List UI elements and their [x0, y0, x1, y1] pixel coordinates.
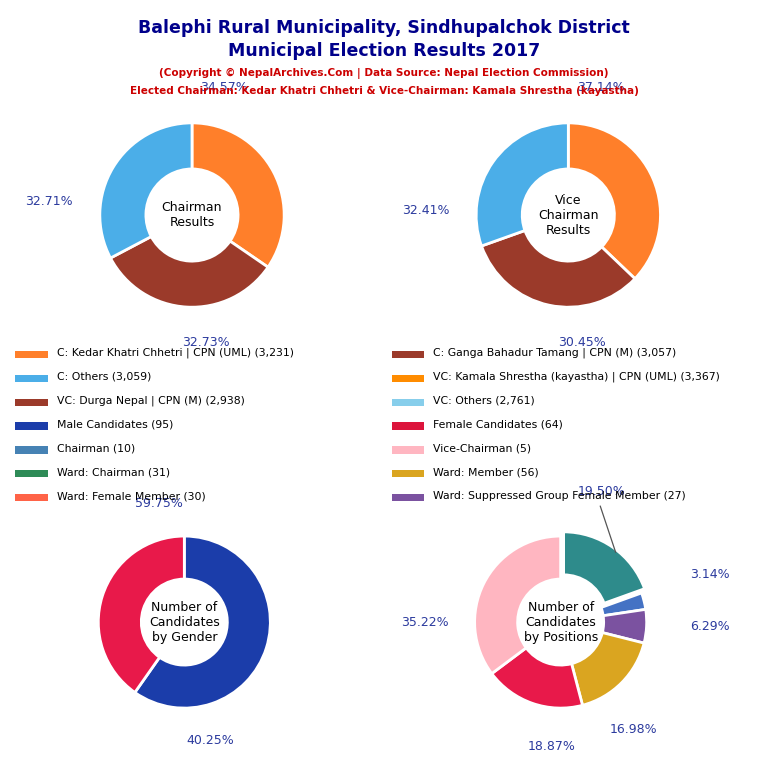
Text: Female Candidates (64): Female Candidates (64) [433, 419, 563, 429]
Wedge shape [601, 593, 646, 616]
Text: 59.75%: 59.75% [134, 497, 183, 510]
Text: 32.71%: 32.71% [25, 195, 73, 207]
Text: 30.45%: 30.45% [558, 336, 606, 349]
Text: 40.25%: 40.25% [187, 734, 234, 747]
Text: 32.73%: 32.73% [182, 336, 230, 349]
Text: Number of
Candidates
by Positions: Number of Candidates by Positions [524, 601, 598, 644]
Text: C: Others (3,059): C: Others (3,059) [57, 372, 151, 382]
Text: Elected Chairman: Kedar Khatri Chhetri & Vice-Chairman: Kamala Shrestha (kayasth: Elected Chairman: Kedar Khatri Chhetri &… [130, 86, 638, 96]
Bar [15, 446, 48, 454]
Bar [392, 351, 424, 358]
Bar [392, 375, 424, 382]
Text: 35.22%: 35.22% [401, 616, 449, 628]
Text: C: Ganga Bahadur Tamang | CPN (M) (3,057): C: Ganga Bahadur Tamang | CPN (M) (3,057… [433, 348, 677, 358]
Text: 3.14%: 3.14% [690, 568, 730, 581]
Bar [15, 351, 48, 358]
Text: 19.50%: 19.50% [578, 485, 626, 498]
Bar [15, 422, 48, 430]
Text: 37.14%: 37.14% [577, 81, 624, 94]
Bar [392, 494, 424, 502]
Text: VC: Kamala Shrestha (kayastha) | CPN (UML) (3,367): VC: Kamala Shrestha (kayastha) | CPN (UM… [433, 372, 720, 382]
Wedge shape [111, 237, 268, 307]
Bar [15, 375, 48, 382]
Text: Ward: Suppressed Group Female Member (27): Ward: Suppressed Group Female Member (27… [433, 491, 686, 501]
Wedge shape [568, 123, 660, 279]
Text: C: Kedar Khatri Chhetri | CPN (UML) (3,231): C: Kedar Khatri Chhetri | CPN (UML) (3,2… [57, 348, 294, 358]
Wedge shape [571, 633, 644, 705]
Wedge shape [135, 536, 270, 708]
Bar [15, 494, 48, 502]
Bar [392, 422, 424, 430]
Text: VC: Others (2,761): VC: Others (2,761) [433, 396, 535, 406]
Text: 18.87%: 18.87% [528, 740, 576, 753]
Bar [392, 399, 424, 406]
Text: Male Candidates (95): Male Candidates (95) [57, 419, 174, 429]
Bar [392, 470, 424, 478]
Text: 32.41%: 32.41% [402, 204, 449, 217]
Wedge shape [98, 536, 184, 693]
Wedge shape [475, 536, 561, 674]
Text: Chairman
Results: Chairman Results [162, 201, 222, 229]
Wedge shape [482, 230, 635, 307]
Bar [392, 446, 424, 454]
Bar [15, 399, 48, 406]
Wedge shape [602, 609, 647, 643]
Text: Vice
Chairman
Results: Vice Chairman Results [538, 194, 598, 237]
Wedge shape [492, 648, 582, 708]
Text: VC: Durga Nepal | CPN (M) (2,938): VC: Durga Nepal | CPN (M) (2,938) [57, 396, 245, 406]
Text: Ward: Member (56): Ward: Member (56) [433, 467, 539, 477]
Text: 6.29%: 6.29% [690, 620, 730, 633]
Wedge shape [476, 123, 568, 246]
Text: Ward: Female Member (30): Ward: Female Member (30) [57, 491, 206, 501]
Wedge shape [564, 532, 644, 604]
Text: Ward: Chairman (31): Ward: Chairman (31) [57, 467, 170, 477]
Text: Municipal Election Results 2017: Municipal Election Results 2017 [228, 42, 540, 60]
Text: (Copyright © NepalArchives.Com | Data Source: Nepal Election Commission): (Copyright © NepalArchives.Com | Data So… [159, 68, 609, 78]
Text: Balephi Rural Municipality, Sindhupalchok District: Balephi Rural Municipality, Sindhupalcho… [138, 19, 630, 37]
Text: Number of
Candidates
by Gender: Number of Candidates by Gender [149, 601, 220, 644]
Text: 34.57%: 34.57% [200, 81, 248, 94]
Text: Vice-Chairman (5): Vice-Chairman (5) [433, 443, 531, 453]
Text: Chairman (10): Chairman (10) [57, 443, 135, 453]
Bar [15, 470, 48, 478]
Text: 16.98%: 16.98% [610, 723, 657, 736]
Wedge shape [192, 123, 284, 267]
Wedge shape [100, 123, 192, 258]
